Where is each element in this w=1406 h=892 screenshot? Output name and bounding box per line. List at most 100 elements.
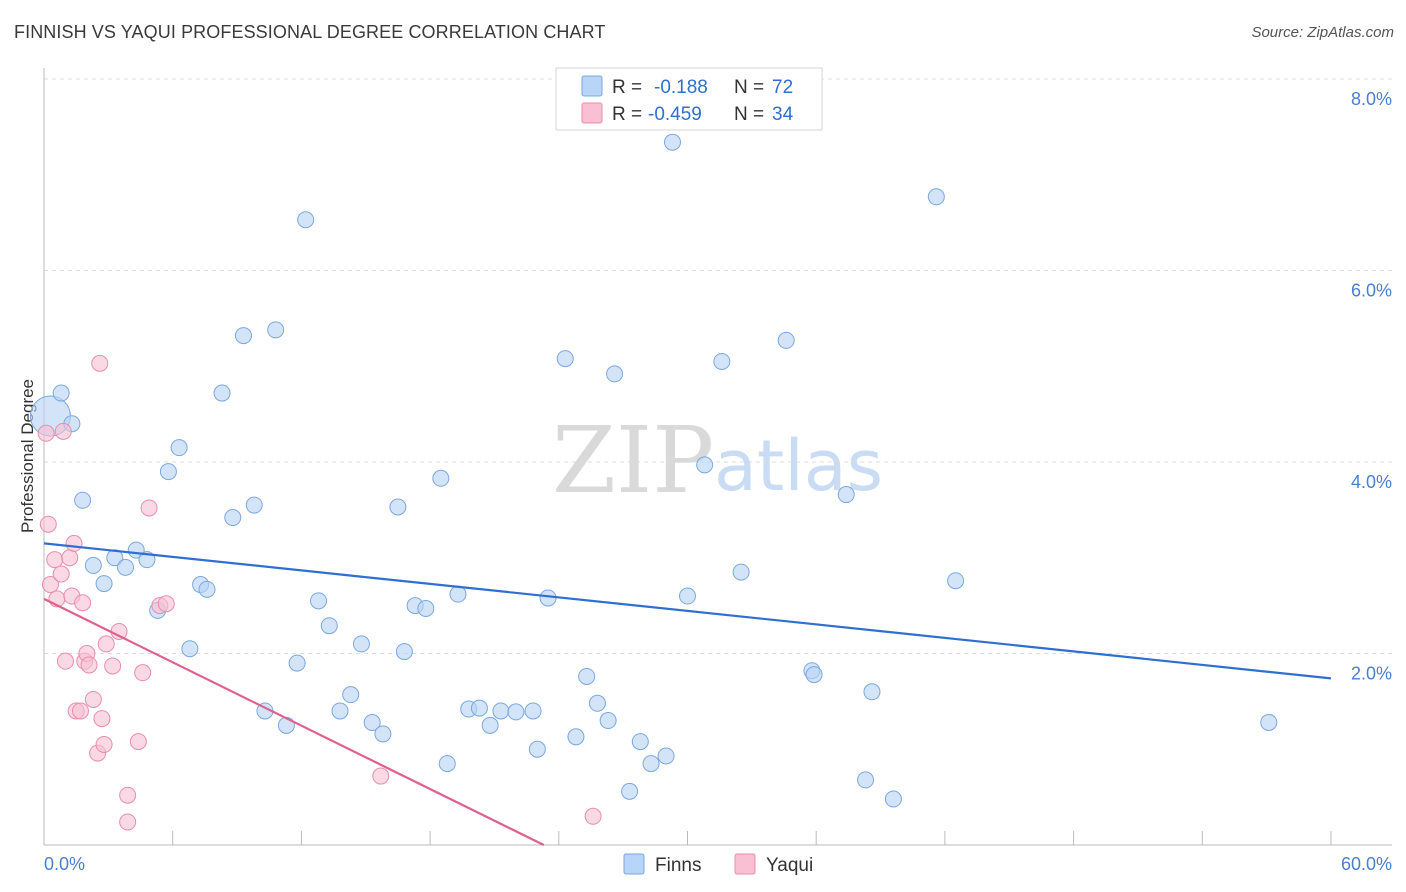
- legend-n-value-finns: 72: [772, 77, 793, 98]
- yaqui-point-0: [37, 424, 55, 442]
- finns-point-35: [417, 599, 435, 617]
- x-axis-ticks: [172, 831, 1332, 845]
- finns-point-52: [606, 365, 624, 383]
- yaqui-point-29: [140, 499, 158, 517]
- yaqui-point-2: [41, 576, 59, 594]
- bottom-legend-label-finns: Finns: [655, 855, 701, 876]
- legend-r-value-yaqui: -0.459: [648, 104, 702, 125]
- yaqui-point-21: [95, 735, 113, 753]
- watermark-zip: ZIP: [552, 407, 714, 514]
- trend-lines: [43, 542, 1332, 846]
- finns-point-29: [352, 635, 370, 653]
- yaqui-point-25: [119, 786, 137, 804]
- finns-point-37: [438, 755, 456, 773]
- finns-point-48: [567, 728, 585, 746]
- y-axis-label: Professional Degree: [18, 379, 37, 533]
- finns-point-28: [342, 686, 360, 704]
- yaqui-point-13: [74, 594, 92, 612]
- yaqui-point-10: [65, 534, 83, 552]
- yaqui-point-33: [584, 807, 602, 825]
- finns-point-45: [528, 740, 546, 758]
- finns-point-54: [631, 733, 649, 751]
- finns-point-57: [663, 133, 681, 151]
- y-tick-label-3: 8.0%: [1351, 89, 1392, 109]
- finns-point-7: [117, 558, 135, 576]
- watermark-atlas: atlas: [714, 425, 883, 507]
- yaqui-point-31: [157, 595, 175, 613]
- yaqui-points: [37, 354, 602, 831]
- finns-point-58: [679, 587, 696, 605]
- finns-point-24: [297, 211, 315, 229]
- legend-r-value-finns: -0.188: [654, 77, 708, 98]
- finns-point-44: [524, 702, 542, 720]
- y-tick-label-0: 2.0%: [1351, 664, 1392, 684]
- yaqui-point-28: [134, 664, 152, 682]
- finns-point-4: [84, 556, 102, 574]
- legend-swatch-yaqui: [581, 102, 603, 124]
- finns-points: [29, 133, 1278, 808]
- source-credit: Source: ZipAtlas.com: [1251, 24, 1394, 41]
- finns-point-23: [288, 654, 306, 672]
- finns-point-43: [507, 703, 525, 721]
- finns-point-11: [159, 463, 177, 481]
- yaqui-point-3: [46, 551, 64, 569]
- yaqui-point-22: [97, 635, 115, 653]
- finns-point-21: [267, 321, 285, 339]
- finns-point-69: [927, 188, 945, 206]
- finns-point-51: [599, 712, 617, 730]
- finns-point-22: [277, 716, 295, 734]
- yaqui-point-16: [80, 656, 98, 674]
- yaqui-point-19: [91, 354, 109, 372]
- finns-point-49: [578, 667, 596, 685]
- finns-point-17: [224, 509, 242, 527]
- yaqui-point-12: [71, 702, 89, 720]
- yaqui-trend-line: [43, 597, 545, 846]
- yaqui-point-1: [39, 515, 57, 533]
- finns-point-33: [395, 643, 413, 661]
- finns-point-16: [213, 384, 231, 402]
- bottom-legend-label-yaqui: Yaqui: [766, 855, 813, 876]
- legend-n-label-yaqui: N =: [734, 104, 764, 125]
- x-tick-label-min: 0.0%: [44, 854, 85, 874]
- stats-legend: R = -0.188 N = 72 R = -0.459 N = 34: [555, 67, 823, 131]
- finns-point-13: [181, 640, 199, 658]
- legend-n-value-yaqui: 34: [772, 104, 794, 125]
- x-tick-label-max: 60.0%: [1341, 854, 1392, 874]
- finns-point-41: [481, 716, 499, 734]
- finns-point-55: [642, 755, 660, 773]
- finns-point-70: [947, 572, 965, 590]
- finns-point-56: [657, 747, 675, 765]
- finns-point-18: [234, 327, 252, 345]
- finns-point-19: [245, 496, 263, 514]
- finns-point-62: [777, 331, 795, 349]
- finns-point-3: [74, 491, 92, 509]
- gridlines: [44, 78, 1392, 654]
- y-axis-tick-labels: 2.0% 4.0% 6.0% 8.0%: [1351, 89, 1392, 684]
- yaqui-point-6: [54, 422, 72, 440]
- finns-point-71: [1260, 713, 1278, 731]
- yaqui-point-20: [93, 710, 111, 728]
- finns-point-64: [805, 666, 823, 684]
- finns-point-25: [310, 592, 328, 610]
- yaqui-point-17: [84, 690, 102, 708]
- finns-point-31: [374, 725, 392, 743]
- finns-point-5: [95, 575, 113, 593]
- legend-swatch-finns: [581, 75, 603, 97]
- yaqui-point-26: [119, 813, 137, 831]
- finns-point-15: [198, 580, 216, 598]
- yaqui-point-7: [56, 652, 74, 670]
- bottom-legend-swatch-yaqui: [734, 853, 756, 875]
- yaqui-point-8: [61, 549, 79, 567]
- finns-point-32: [389, 498, 407, 516]
- finns-point-47: [556, 350, 574, 368]
- chart-title: FINNISH VS YAQUI PROFESSIONAL DEGREE COR…: [14, 22, 606, 42]
- legend-r-label-finns: R =: [612, 77, 642, 98]
- legend-r-label-yaqui: R =: [612, 104, 642, 125]
- finns-point-53: [621, 782, 639, 800]
- series-legend: Finns Yaqui: [623, 853, 813, 876]
- finns-point-65: [837, 486, 855, 504]
- yaqui-point-27: [129, 733, 147, 751]
- finns-point-60: [713, 352, 731, 370]
- finns-point-46: [539, 589, 557, 607]
